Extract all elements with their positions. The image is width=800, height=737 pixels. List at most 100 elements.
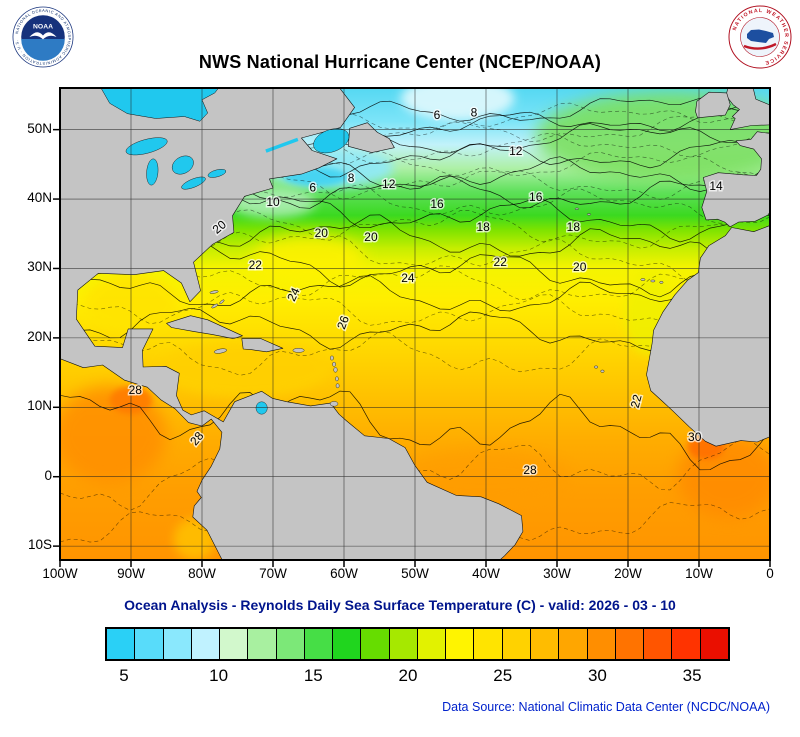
colorbar-cell xyxy=(303,629,333,659)
landmass xyxy=(241,338,284,353)
island xyxy=(574,207,579,210)
x-axis-label: 20W xyxy=(614,566,642,581)
contour-label: 16 xyxy=(430,197,444,211)
y-axis-label: 30N xyxy=(27,259,52,275)
lake xyxy=(313,128,350,154)
y-axis-label: 20N xyxy=(27,328,52,344)
colorbar-cell xyxy=(445,629,474,659)
colorbar-tick-label: 5 xyxy=(119,666,129,685)
contour-label: 24 xyxy=(401,271,415,285)
lake xyxy=(125,137,168,156)
x-axis-label: 80W xyxy=(188,566,216,581)
contour-label: 6 xyxy=(434,108,441,122)
island xyxy=(659,281,664,284)
lake xyxy=(146,158,159,186)
island xyxy=(211,303,219,309)
x-axis-label: 70W xyxy=(259,566,287,581)
colorbar-cell xyxy=(247,629,276,659)
landmass xyxy=(695,91,731,119)
lake xyxy=(255,401,268,415)
contour-label: 10 xyxy=(266,195,280,209)
colorbar-cell xyxy=(529,629,559,659)
contour-label: 12 xyxy=(382,177,396,191)
colorbar-cell xyxy=(275,629,304,659)
lake xyxy=(207,169,227,178)
island xyxy=(330,355,334,361)
colorbar-cell xyxy=(473,629,502,659)
island xyxy=(219,299,225,304)
colorbar-tick-label: 25 xyxy=(493,666,513,685)
noaa-logo-label: NOAA xyxy=(33,23,53,30)
colorbar-cell xyxy=(162,629,191,659)
landmass xyxy=(347,122,395,153)
y-axis-label: 50N xyxy=(27,120,52,136)
contour-label: 6 xyxy=(309,180,316,194)
colorbar-tick-label: 20 xyxy=(398,666,418,685)
x-axis-label: 30W xyxy=(543,566,571,581)
x-axis-label: 10W xyxy=(685,566,713,581)
header: NATIONAL OCEANIC AND ATMOSPHERIC ADMINIS… xyxy=(0,0,800,88)
colorbar-tick-label: 10 xyxy=(209,666,229,685)
colorbar: 5 10 15 20 25 30 35 xyxy=(105,627,730,690)
colorbar-tick-label: 30 xyxy=(587,666,607,685)
colorbar-cell xyxy=(219,629,248,659)
contour-label: 18 xyxy=(567,220,581,234)
landmass xyxy=(646,225,770,447)
island xyxy=(586,213,591,216)
x-axis-label: 100W xyxy=(42,566,78,581)
contour-label: 22 xyxy=(494,255,508,269)
contour-label: 30 xyxy=(688,430,702,444)
contour-label: 20 xyxy=(364,230,378,244)
x-axis-label: 60W xyxy=(330,566,358,581)
lake xyxy=(181,176,206,190)
contour-label: 16 xyxy=(529,190,543,204)
island xyxy=(335,376,339,382)
island xyxy=(594,365,599,369)
contour-label: 22 xyxy=(249,258,263,272)
contour-label: 18 xyxy=(476,220,490,234)
noaa-logo: NATIONAL OCEANIC AND ATMOSPHERIC ADMINIS… xyxy=(12,6,74,73)
sst-map: 6 8 12 10 6 8 12 16 16 18 18 14 20 20 20 22 22 20 24 24 26 22… xyxy=(0,87,800,593)
colorbar-cell xyxy=(134,629,163,659)
island xyxy=(640,278,646,281)
contour-label: 28 xyxy=(523,463,537,477)
landmass xyxy=(166,315,243,339)
colorbar-cell xyxy=(501,629,530,659)
colorbar-cell xyxy=(671,629,700,659)
contour-label: 8 xyxy=(348,171,355,185)
x-axis-label: 0 xyxy=(766,566,774,581)
landmass xyxy=(701,131,770,228)
contour-label: 28 xyxy=(129,383,143,397)
lake xyxy=(171,155,194,175)
colorbar-cell xyxy=(360,629,389,659)
colorbar-tick-label: 35 xyxy=(682,666,702,685)
x-axis-label: 90W xyxy=(117,566,145,581)
colorbar-cell xyxy=(332,629,361,659)
contour-label: 12 xyxy=(509,144,523,158)
colorbar-cells xyxy=(105,627,730,661)
colorbar-cell xyxy=(416,629,446,659)
x-axis-label: 50W xyxy=(401,566,429,581)
noaa-logo-icon: NATIONAL OCEANIC AND ATMOSPHERIC ADMINIS… xyxy=(12,6,74,68)
y-axis-label: 40N xyxy=(27,190,52,206)
colorbar-tick-label: 15 xyxy=(303,666,323,685)
landmass xyxy=(60,88,524,560)
island xyxy=(333,367,338,373)
colorbar-cell xyxy=(388,629,417,659)
nws-logo: NATIONAL WEATHER SERVICE xyxy=(728,5,792,74)
nws-logo-icon: NATIONAL WEATHER SERVICE xyxy=(728,5,792,69)
island xyxy=(292,348,305,353)
colorbar-cell xyxy=(190,629,220,659)
island xyxy=(335,383,340,389)
contour-label: 22 xyxy=(628,393,645,410)
y-axis-label: 10N xyxy=(27,398,52,414)
data-source: Data Source: National Climatic Data Cent… xyxy=(442,700,770,714)
hudson-bay xyxy=(100,88,219,122)
contour-label: 20 xyxy=(315,226,329,240)
contour-label: 8 xyxy=(471,105,478,119)
island xyxy=(213,348,227,354)
y-axis-label: 0 xyxy=(44,467,52,483)
colorbar-cell xyxy=(699,629,728,659)
